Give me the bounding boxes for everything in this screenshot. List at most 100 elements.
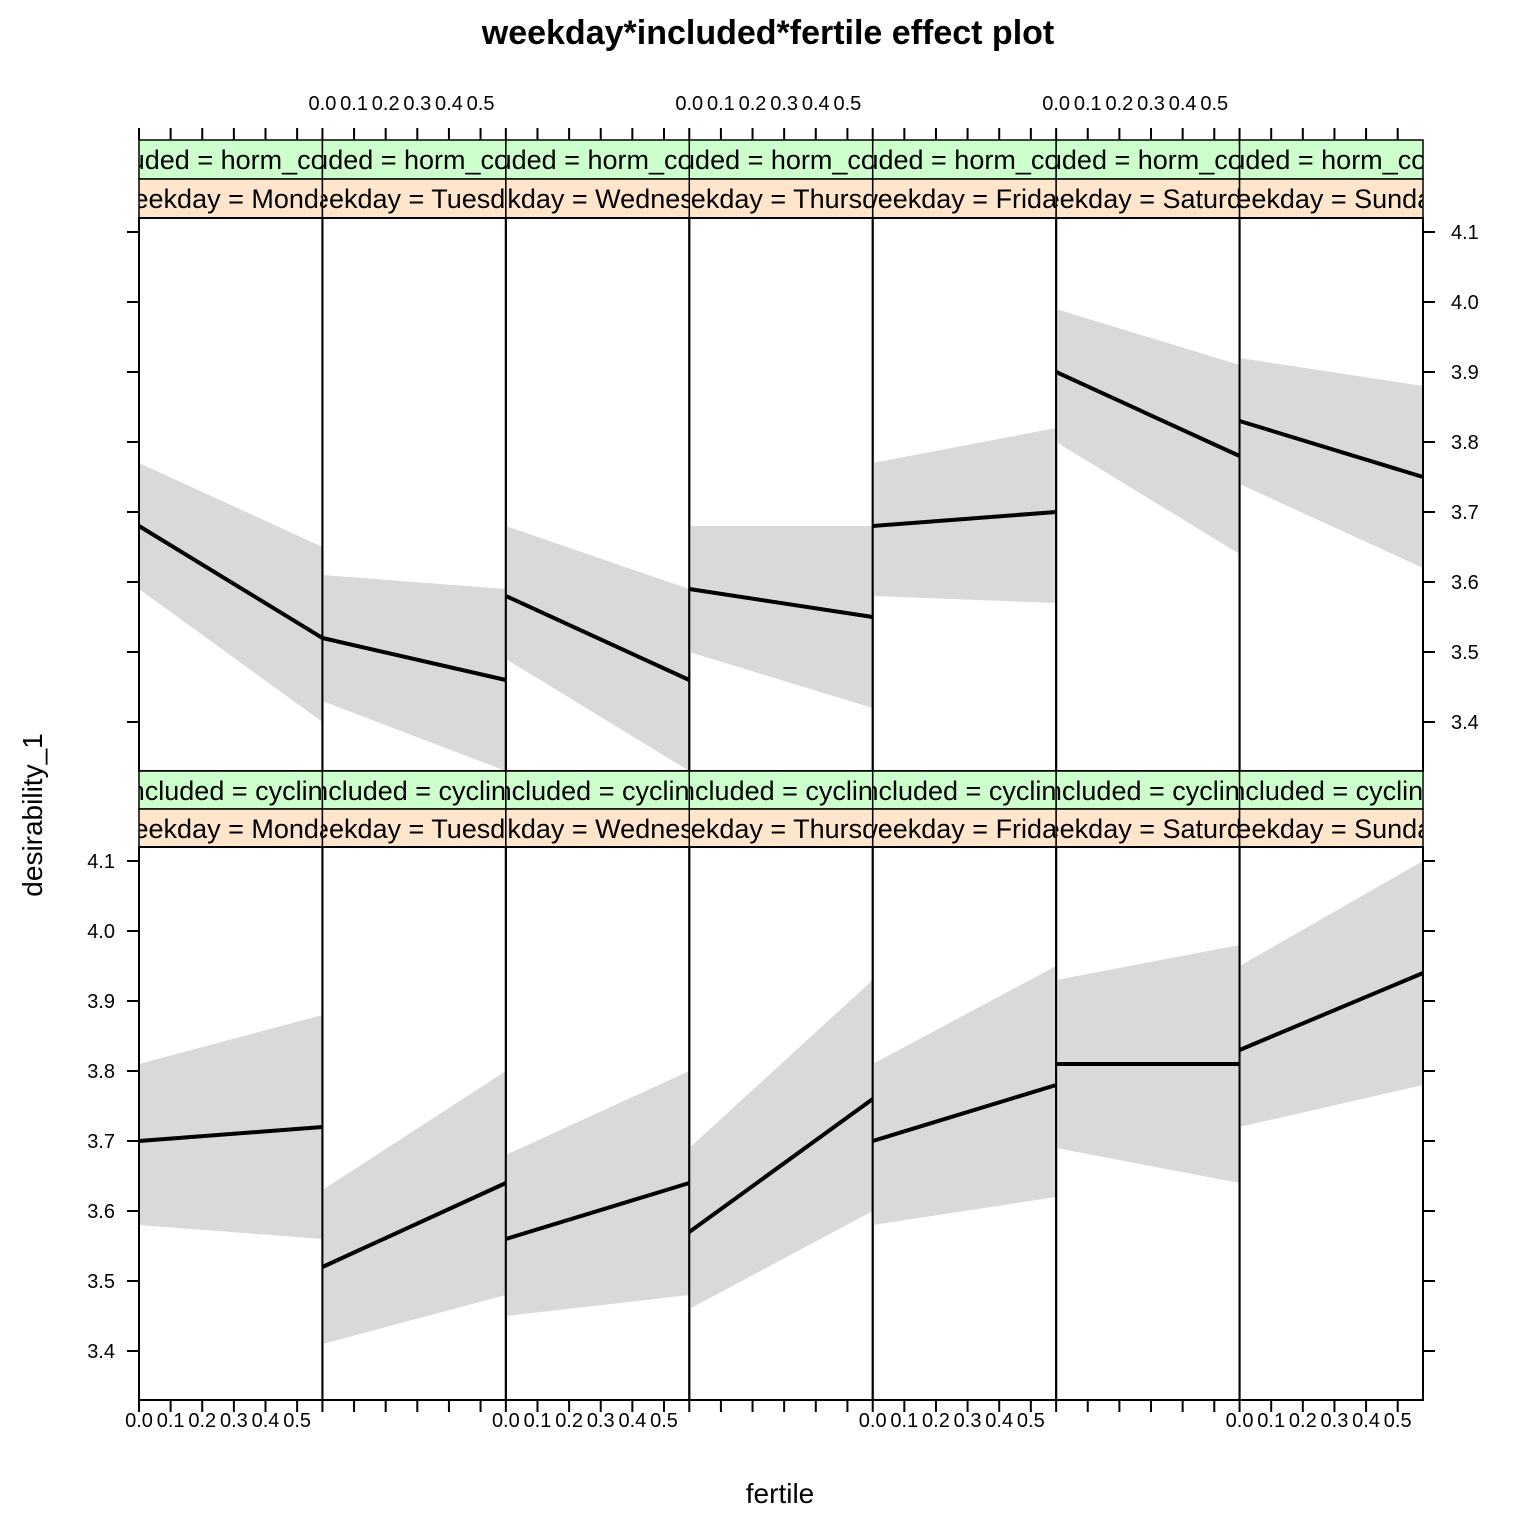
strip-label-weekday: weekday = Tuesday <box>293 184 534 214</box>
fit-line <box>138 1125 323 1143</box>
confidence-band <box>689 526 873 708</box>
strip-label-included: included = cycling <box>674 776 888 806</box>
panel: included = cycling weekday = Friday 0.0 0.1… <box>859 770 1058 1432</box>
panel: included = cycling weekday = Thursday <box>674 770 888 1412</box>
strip-label-weekday: weekday = Thursday <box>655 184 906 214</box>
x-tick-label: 0.4 <box>1352 1410 1380 1432</box>
x-tick-label: 0.3 <box>770 93 798 115</box>
y-tick-label: 3.5 <box>1451 642 1479 664</box>
x-tick-label: 0.5 <box>1384 1410 1412 1432</box>
confidence-band <box>1056 309 1240 554</box>
y-tick-label: 3.4 <box>87 1341 115 1363</box>
y-tick-label: 4.0 <box>1451 292 1479 314</box>
strip-weekday <box>1238 808 1424 848</box>
x-tick-label: 0.1 <box>157 1410 185 1432</box>
confidence-band <box>872 428 1057 603</box>
confidence-band <box>505 1071 690 1316</box>
x-tick-label: 0.1 <box>707 93 735 115</box>
x-tick-label: 0.1 <box>524 1410 552 1432</box>
strip-label-included: included = cycling <box>491 776 705 806</box>
strip-weekday <box>688 808 874 848</box>
confidence-band <box>689 980 873 1309</box>
strip-label-included: included = cycling <box>307 776 521 806</box>
strip-label-weekday: weekday = Saturday <box>1024 184 1271 214</box>
strip-label-weekday: weekday = Sunday <box>1216 814 1446 844</box>
strip-label-included: included = horm_contra <box>456 145 740 175</box>
confidence-band <box>1239 861 1423 1127</box>
panel: included = cycling weekday = Sunday 0.0 0.1… <box>1216 770 1446 1432</box>
strip-included <box>871 139 1057 180</box>
strip-included <box>1055 139 1241 180</box>
y-tick-label: 3.6 <box>1451 572 1479 594</box>
x-tick-label: 0.3 <box>587 1410 615 1432</box>
x-tick-label: 0.3 <box>220 1410 248 1432</box>
x-tick-label: 0.2 <box>1105 93 1133 115</box>
fit-line <box>505 1181 690 1241</box>
x-tick-label: 0.5 <box>1200 93 1228 115</box>
strip-included <box>871 770 1057 810</box>
x-tick-label: 0.4 <box>618 1410 646 1432</box>
confidence-band <box>322 1071 506 1344</box>
fit-line <box>505 594 691 682</box>
strip-label-weekday: weekday = Saturday <box>1024 814 1271 844</box>
x-axis-title: fertile <box>746 1478 814 1509</box>
strip-weekday <box>1238 178 1424 219</box>
strip-weekday <box>505 178 691 219</box>
strip-weekday <box>321 178 507 219</box>
panel: included = cycling weekday = Wednesday 0.0… <box>491 770 705 1432</box>
strip-label-included: included = cycling <box>1041 776 1255 806</box>
x-tick-label: 0.1 <box>1074 93 1102 115</box>
x-tick-label: 0.3 <box>1137 93 1165 115</box>
fit-line <box>872 1083 1057 1143</box>
strip-included <box>138 139 324 180</box>
x-tick-label: 0.4 <box>985 1410 1013 1432</box>
strip-label-included: included = horm_contra <box>823 145 1107 175</box>
strip-included <box>321 139 507 180</box>
x-tick-label: 0.4 <box>1169 93 1197 115</box>
fit-line <box>1055 370 1241 458</box>
panel-border <box>1238 846 1424 1401</box>
strip-weekday <box>321 808 507 848</box>
y-tick-label: 3.7 <box>1451 502 1479 524</box>
x-tick-label: 0.5 <box>283 1410 311 1432</box>
x-tick-label: 0.3 <box>954 1410 982 1432</box>
y-tick-label: 4.0 <box>87 921 115 943</box>
x-tick-label: 0.1 <box>890 1410 918 1432</box>
x-tick-label: 0.2 <box>372 93 400 115</box>
x-tick-label: 0.0 <box>859 1410 887 1432</box>
strip-label-included: included = cycling <box>1224 776 1438 806</box>
strip-label-included: included = horm_contra <box>640 145 924 175</box>
x-tick-label: 0.0 <box>1226 1410 1254 1432</box>
x-tick-label: 0.0 <box>125 1410 153 1432</box>
y-tick-label: 3.9 <box>87 991 115 1013</box>
y-tick-label: 3.6 <box>87 1201 115 1223</box>
strip-weekday <box>138 178 324 219</box>
x-tick-label: 0.0 <box>675 93 703 115</box>
strip-label-included: included = horm_contra <box>273 145 557 175</box>
x-tick-label: 0.1 <box>340 93 368 115</box>
y-tick-label: 4.1 <box>1451 222 1479 244</box>
strip-included <box>321 770 507 810</box>
strip-weekday <box>871 808 1057 848</box>
y-tick-label: 3.9 <box>1451 362 1479 384</box>
y-tick-label: 3.5 <box>87 1271 115 1293</box>
strip-included <box>688 139 874 180</box>
x-tick-label: 0.0 <box>492 1410 520 1432</box>
fit-line <box>321 1181 507 1269</box>
strip-label-included: included = horm_contra <box>1190 145 1474 175</box>
x-tick-label: 0.5 <box>834 93 862 115</box>
strip-label-included: included = horm_contra <box>1006 145 1290 175</box>
y-tick-label: 3.8 <box>1451 432 1479 454</box>
fit-line <box>688 587 874 619</box>
panel: included = cycling weekday = Monday 0.0 0.1… <box>125 770 324 1432</box>
strip-included <box>505 139 691 180</box>
x-tick-label: 0.5 <box>650 1410 678 1432</box>
fit-line <box>1238 419 1424 479</box>
strip-label-included: included = horm_contra <box>89 145 373 175</box>
confidence-band <box>139 463 323 722</box>
